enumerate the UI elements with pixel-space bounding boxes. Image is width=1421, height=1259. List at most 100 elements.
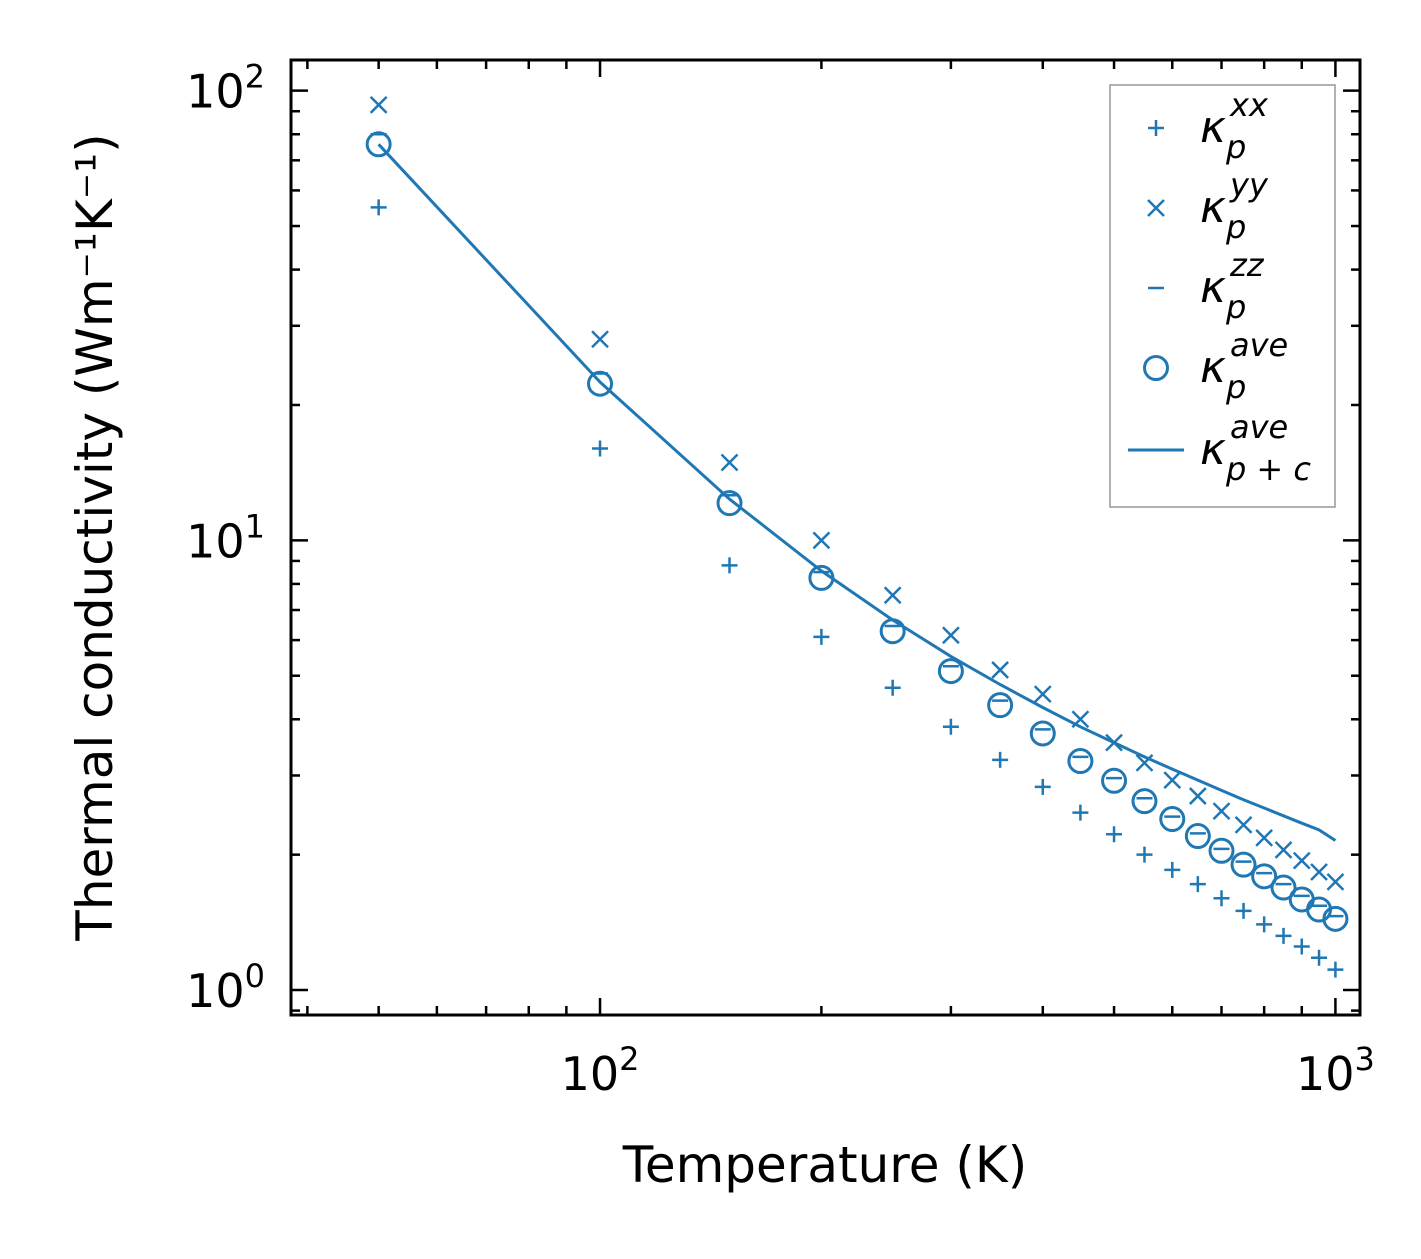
data-point bbox=[987, 692, 1014, 719]
data-point bbox=[1189, 876, 1206, 893]
series-circle bbox=[365, 131, 1349, 932]
legend-label-base: κ bbox=[1200, 182, 1226, 233]
data-point bbox=[1230, 851, 1257, 878]
data-point bbox=[721, 557, 738, 574]
data-point bbox=[1159, 806, 1186, 833]
data-point bbox=[1033, 685, 1052, 704]
data-point bbox=[716, 490, 743, 517]
data-point bbox=[1274, 840, 1293, 859]
data-point bbox=[1136, 846, 1153, 863]
data-point bbox=[879, 618, 906, 645]
tick-label-base: 10 bbox=[1296, 1047, 1355, 1101]
data-point bbox=[369, 95, 388, 114]
data-point bbox=[720, 453, 739, 472]
legend-marker bbox=[1147, 199, 1165, 217]
data-point bbox=[1067, 748, 1094, 775]
series-x bbox=[369, 95, 1345, 891]
data-point bbox=[1251, 863, 1278, 890]
data-point bbox=[592, 440, 609, 457]
data-point bbox=[370, 199, 387, 216]
data-point bbox=[1163, 771, 1182, 789]
tick-label-exponent: 1 bbox=[245, 507, 265, 545]
tick-label-base: 10 bbox=[186, 514, 245, 568]
tick-label-exponent: 3 bbox=[1355, 1040, 1375, 1078]
data-point bbox=[1270, 874, 1297, 901]
legend-label-superscript: ave bbox=[1230, 326, 1288, 364]
tick-label-base: 10 bbox=[186, 65, 245, 119]
data-marks bbox=[365, 95, 1349, 978]
data-point bbox=[991, 661, 1010, 679]
series-plus bbox=[370, 199, 1344, 978]
tick-label-exponent: 2 bbox=[619, 1040, 639, 1078]
legend-label: κp zz bbox=[1200, 246, 1265, 326]
series-line bbox=[377, 143, 1337, 842]
data-point bbox=[1135, 753, 1154, 772]
legend-label: κp ave bbox=[1200, 326, 1288, 406]
data-point bbox=[1275, 927, 1292, 944]
tick-label-exponent: 2 bbox=[245, 58, 265, 96]
legend-marker bbox=[1143, 355, 1169, 381]
legend-label-subscript: p bbox=[1225, 368, 1246, 406]
data-point bbox=[1164, 861, 1181, 878]
data-point bbox=[1288, 886, 1315, 913]
data-point bbox=[1292, 851, 1311, 870]
data-point bbox=[1256, 916, 1273, 933]
y-axis-label: Thermal conductivity (Wm⁻¹K⁻¹) bbox=[66, 133, 124, 941]
data-point bbox=[1034, 778, 1051, 795]
data-point bbox=[942, 626, 960, 645]
data-point bbox=[1327, 961, 1344, 978]
legend-label-superscript: zz bbox=[1229, 246, 1265, 284]
data-point bbox=[1311, 949, 1328, 966]
data-point bbox=[1029, 720, 1056, 747]
x-axis-label: Temperature (K) bbox=[622, 1136, 1027, 1194]
legend-label-superscript: yy bbox=[1229, 166, 1269, 204]
legend-label-base: κ bbox=[1200, 102, 1226, 153]
data-point bbox=[1310, 863, 1328, 881]
data-point bbox=[1184, 823, 1211, 850]
legend-label: κp xx bbox=[1200, 86, 1269, 166]
legend-label-superscript: xx bbox=[1229, 86, 1269, 124]
data-point bbox=[1188, 787, 1207, 805]
legend-label-superscript: ave bbox=[1230, 408, 1288, 446]
legend-label-subscript: p bbox=[1225, 208, 1246, 246]
data-point bbox=[1234, 815, 1253, 834]
legend-marker bbox=[1148, 120, 1164, 136]
x-tick-label: 102 bbox=[561, 1040, 640, 1101]
data-point bbox=[1235, 902, 1252, 919]
tick-label-base: 10 bbox=[561, 1047, 620, 1101]
data-point bbox=[365, 131, 392, 158]
y-tick-label: 102 bbox=[186, 58, 265, 119]
data-point bbox=[1212, 802, 1231, 820]
data-point bbox=[1213, 890, 1230, 907]
data-point bbox=[1208, 837, 1235, 864]
legend-label-base: κ bbox=[1200, 262, 1226, 313]
legend-label-subscript: p bbox=[1225, 128, 1246, 166]
y-tick-label: 101 bbox=[186, 507, 265, 568]
tick-label-exponent: 0 bbox=[245, 957, 265, 995]
legend-label-base: κ bbox=[1200, 424, 1226, 475]
series-line bbox=[377, 143, 1337, 842]
data-point bbox=[1326, 872, 1345, 891]
data-point bbox=[1101, 767, 1128, 794]
data-point bbox=[1072, 804, 1089, 821]
y-tick-label: 100 bbox=[186, 957, 265, 1018]
data-point bbox=[1131, 788, 1158, 815]
data-point bbox=[937, 658, 964, 685]
data-point bbox=[992, 751, 1009, 768]
data-point bbox=[587, 370, 614, 397]
data-point bbox=[942, 718, 959, 735]
data-point bbox=[1106, 826, 1123, 843]
legend-label-base: κ bbox=[1200, 342, 1226, 393]
legend-frame bbox=[1109, 84, 1336, 508]
data-point bbox=[1293, 938, 1310, 955]
legend-label-subscript: p + c bbox=[1225, 450, 1311, 488]
x-tick-label: 103 bbox=[1296, 1040, 1375, 1101]
legend-label-subscript: p bbox=[1225, 288, 1246, 326]
tick-label-base: 10 bbox=[186, 964, 245, 1018]
data-point bbox=[813, 628, 830, 645]
legend-label: κp + c ave bbox=[1200, 408, 1311, 488]
